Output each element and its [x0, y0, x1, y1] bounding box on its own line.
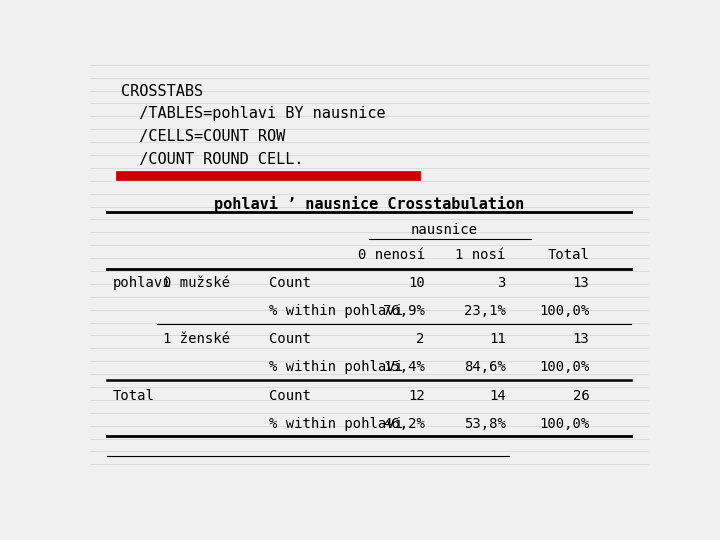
Text: /COUNT ROUND CELL.: /COUNT ROUND CELL.	[121, 152, 303, 167]
Text: 1 ženské: 1 ženské	[163, 332, 230, 346]
Text: Count: Count	[269, 332, 310, 346]
Text: CROSSTABS: CROSSTABS	[121, 84, 203, 98]
Text: nausnice: nausnice	[411, 223, 478, 237]
Text: 76,9%: 76,9%	[383, 304, 425, 318]
Text: Count: Count	[269, 389, 310, 403]
Text: pohlavi ’ nausnice Crosstabulation: pohlavi ’ nausnice Crosstabulation	[214, 196, 524, 212]
Text: 53,8%: 53,8%	[464, 417, 505, 431]
Text: 1 nosí: 1 nosí	[456, 248, 505, 262]
Text: Total: Total	[547, 248, 590, 262]
Text: 10: 10	[408, 275, 425, 289]
Text: 13: 13	[572, 275, 590, 289]
Text: 14: 14	[489, 389, 505, 403]
Text: 26: 26	[572, 389, 590, 403]
Text: % within pohlavi: % within pohlavi	[269, 304, 402, 318]
Text: 100,0%: 100,0%	[539, 360, 590, 374]
Text: 2: 2	[416, 332, 425, 346]
Text: /TABLES=pohlavi BY nausnice: /TABLES=pohlavi BY nausnice	[121, 106, 385, 122]
Text: 15,4%: 15,4%	[383, 360, 425, 374]
Text: Count: Count	[269, 275, 310, 289]
Text: 0 nenosí: 0 nenosí	[358, 248, 425, 262]
Text: 0 mužské: 0 mužské	[163, 275, 230, 289]
Text: % within pohlavi: % within pohlavi	[269, 417, 402, 431]
Text: 100,0%: 100,0%	[539, 304, 590, 318]
Text: Total: Total	[112, 389, 154, 403]
Text: /CELLS=COUNT ROW: /CELLS=COUNT ROW	[121, 129, 285, 144]
Text: 13: 13	[572, 332, 590, 346]
Text: pohlavi: pohlavi	[112, 275, 171, 289]
Text: 3: 3	[498, 275, 505, 289]
Text: 11: 11	[489, 332, 505, 346]
Text: 100,0%: 100,0%	[539, 417, 590, 431]
Text: 23,1%: 23,1%	[464, 304, 505, 318]
Text: 12: 12	[408, 389, 425, 403]
Text: 84,6%: 84,6%	[464, 360, 505, 374]
Text: % within pohlavi: % within pohlavi	[269, 360, 402, 374]
Text: 46,2%: 46,2%	[383, 417, 425, 431]
